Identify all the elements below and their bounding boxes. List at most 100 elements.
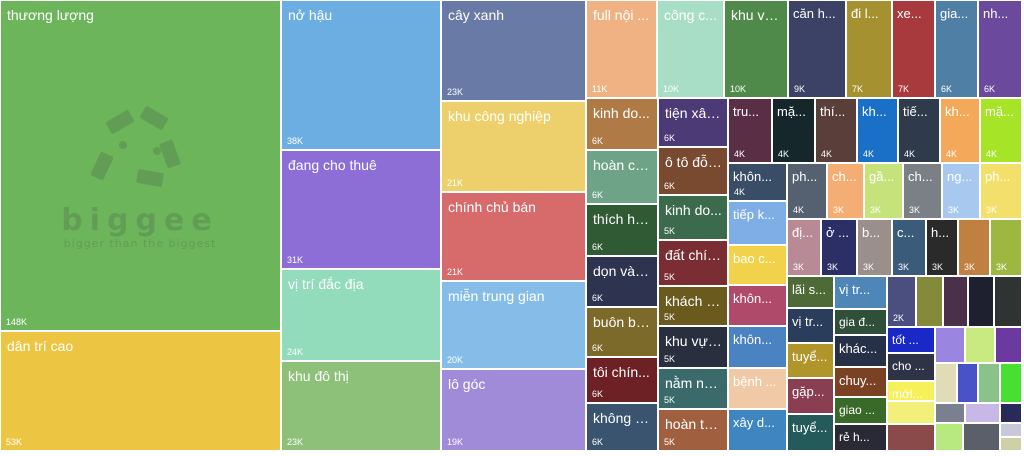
treemap-tile-mien-trung-gian[interactable]: miễn trung gian 20K [441, 281, 586, 369]
treemap-tile-ch[interactable]: ch... 3K [903, 163, 942, 219]
tile-label: khu đô thị [288, 368, 349, 384]
treemap-tile-no-hau[interactable]: nở hậu 38K [281, 0, 441, 150]
treemap-tile-ng[interactable]: ng... 3K [942, 163, 980, 219]
treemap-tile-dat-chin[interactable]: đất chín... 5K [658, 240, 728, 286]
treemap-tile-dan-tri-cao[interactable]: dân trí cao 53K [0, 331, 281, 451]
treemap-tile-khu-vuc[interactable]: khu vực... 5K [658, 326, 728, 368]
treemap-tile-unlabeled[interactable] [963, 423, 1000, 451]
treemap-tile-tot[interactable]: tốt ... [887, 327, 935, 353]
treemap-tile-unlabeled[interactable] [916, 276, 943, 327]
treemap-tile-kinh-do[interactable]: kinh do... 5K [658, 195, 728, 240]
treemap-tile-bao-c[interactable]: bao c... [728, 245, 787, 285]
treemap-tile-h[interactable]: h... 3K [926, 219, 958, 276]
treemap-tile-can-h[interactable]: căn h... 9K [788, 0, 846, 98]
treemap-tile-ma[interactable]: mặ... 4K [772, 98, 815, 163]
treemap-tile-kinh-do[interactable]: kinh do... 6K [586, 98, 658, 150]
treemap-tile-ga[interactable]: gầ... 3K [864, 163, 903, 219]
treemap-tile-xay-d[interactable]: xây d... [728, 409, 787, 451]
treemap-tile-full-noi-that[interactable]: full nội ... 11K [586, 0, 657, 98]
treemap-tile-di[interactable]: đị... 3K [787, 219, 821, 276]
treemap-tile-vi-tr[interactable]: vị tr... [787, 308, 834, 343]
treemap-tile-chuy[interactable]: chuy... [834, 367, 887, 397]
tile-label: ng... [947, 169, 973, 184]
treemap-tile-di-l[interactable]: đi l... 7K [846, 0, 892, 98]
treemap-tile-nh[interactable]: nh... 6K [978, 0, 1022, 98]
treemap-tile-c[interactable]: c... 3K [892, 219, 926, 276]
treemap-tile-unlabeled[interactable] [1000, 423, 1022, 437]
tile-label: vị trí đắc địa [288, 276, 364, 292]
treemap-tile-ph[interactable]: ph... 4K [787, 163, 827, 219]
treemap-tile-unlabeled[interactable]: 2K [887, 276, 916, 327]
treemap-tile-unlabeled[interactable]: 3K [958, 219, 990, 276]
treemap-tile-hoan-co[interactable]: hoàn cô... 6K [586, 150, 658, 204]
treemap-tile-moi[interactable]: mới... [887, 381, 935, 401]
treemap-tile-cong-c[interactable]: công c... 10K [657, 0, 724, 98]
treemap-tile-o-to-do[interactable]: ô tô đỗ ... 6K [658, 147, 728, 195]
treemap-tile-vi-tri-dac-dia[interactable]: vị trí đắc địa 24K [281, 269, 441, 361]
treemap-tile-don-vao[interactable]: dọn vào... 6K [586, 256, 658, 307]
treemap-tile-ch[interactable]: ch... 3K [827, 163, 864, 219]
treemap-tile-xe[interactable]: xe... 7K [892, 0, 935, 98]
treemap-tile-unlabeled[interactable] [935, 423, 963, 451]
treemap-tile-thuong-luong[interactable]: thương lượng 148K [0, 0, 281, 331]
treemap-tile-khu-cong-nghiep[interactable]: khu công nghiệp 21K [441, 101, 586, 192]
treemap-tile-tiep-k[interactable]: tiếp k... [728, 201, 787, 245]
treemap-tile-unlabeled[interactable] [965, 327, 995, 363]
treemap-tile-ph[interactable]: ph... 3K [980, 163, 1022, 219]
treemap-tile-giao[interactable]: giao ... [834, 397, 887, 424]
treemap-tile-khu-vu[interactable]: khu vự... 10K [724, 0, 788, 98]
treemap-tile-benh[interactable]: bệnh ... [728, 368, 787, 409]
treemap-tile-unlabeled[interactable] [887, 424, 935, 451]
treemap-tile-tien-xay[interactable]: tiện xây... 6K [658, 98, 728, 147]
treemap-tile-chinh-chu-ban[interactable]: chính chủ bán 21K [441, 192, 586, 281]
treemap-tile-kh[interactable]: kh... 4K [857, 98, 898, 163]
treemap-tile-lo-goc[interactable]: lô góc 19K [441, 369, 586, 451]
treemap-tile-khac[interactable]: khác... [834, 335, 887, 367]
treemap-tile-cay-xanh[interactable]: cây xanh 23K [441, 0, 586, 101]
treemap-tile-unlabeled[interactable] [994, 276, 1022, 327]
treemap-tile-unlabeled[interactable] [887, 401, 935, 424]
treemap-tile-unlabeled[interactable] [1000, 403, 1022, 423]
treemap-tile-tuye[interactable]: tuyể... [787, 343, 834, 378]
treemap-tile-unlabeled[interactable] [935, 403, 965, 423]
treemap-tile-unlabeled[interactable] [1000, 437, 1022, 451]
treemap-tile-ma[interactable]: mặ... 4K [980, 98, 1022, 163]
treemap-tile-unlabeled[interactable] [935, 327, 965, 363]
treemap-tile-khon[interactable]: khôn... 4K [728, 163, 787, 201]
treemap-tile-cho[interactable]: cho ... [887, 353, 935, 381]
treemap-tile-o[interactable]: ở ... 3K [821, 219, 857, 276]
treemap-tile-unlabeled[interactable] [968, 276, 994, 327]
treemap-tile-unlabeled[interactable] [995, 327, 1022, 363]
treemap-tile-khon[interactable]: khôn... [728, 285, 787, 326]
treemap-tile-unlabeled[interactable] [935, 363, 957, 403]
tile-value: 4K [986, 149, 998, 159]
treemap-tile-unlabeled[interactable] [1000, 363, 1022, 403]
treemap-tile-unlabeled[interactable] [943, 276, 968, 327]
treemap-tile-hoan-to[interactable]: hoàn to... 5K [658, 409, 728, 451]
treemap-tile-unlabeled[interactable] [957, 363, 978, 403]
treemap-tile-khach-h[interactable]: khách h... 5K [658, 286, 728, 326]
treemap-tile-tuye[interactable]: tuyể... [787, 414, 834, 451]
treemap-tile-vi-tr[interactable]: vị tr... [834, 276, 887, 309]
treemap-tile-re-h[interactable]: rẻ h... [834, 424, 887, 451]
treemap-tile-gia[interactable]: gia... 6K [935, 0, 978, 98]
treemap-tile-unlabeled[interactable]: 3K [990, 219, 1022, 276]
treemap-tile-toi-chin[interactable]: tôi chín... 6K [586, 357, 658, 403]
treemap-tile-lai-s[interactable]: lãi s... [787, 276, 834, 308]
treemap-tile-gia-d[interactable]: gia đ... [834, 309, 887, 335]
treemap-tile-buon-ba[interactable]: buôn bá... 6K [586, 307, 658, 357]
treemap-tile-thi[interactable]: thí... 4K [815, 98, 857, 163]
treemap-tile-unlabeled[interactable] [978, 363, 1000, 403]
treemap-tile-tie[interactable]: tiế... 4K [898, 98, 940, 163]
treemap-tile-nam-ng[interactable]: nằm ng... 5K [658, 368, 728, 409]
treemap-tile-b[interactable]: b... 3K [857, 219, 892, 276]
treemap-tile-dang-cho-thue[interactable]: đang cho thuê 31K [281, 150, 441, 269]
treemap-tile-kh[interactable]: kh... 4K [940, 98, 980, 163]
treemap-tile-unlabeled[interactable] [965, 403, 1000, 423]
treemap-tile-tru[interactable]: tru... 4K [728, 98, 772, 163]
treemap-tile-khong-n[interactable]: không n... 6K [586, 403, 658, 451]
treemap-tile-khon[interactable]: khôn... [728, 326, 787, 368]
treemap-tile-gap[interactable]: gặp... [787, 378, 834, 414]
treemap-tile-thich-ho[interactable]: thích hợ... 6K [586, 204, 658, 256]
treemap-tile-khu-do-thi[interactable]: khu đô thị 23K [281, 361, 441, 451]
